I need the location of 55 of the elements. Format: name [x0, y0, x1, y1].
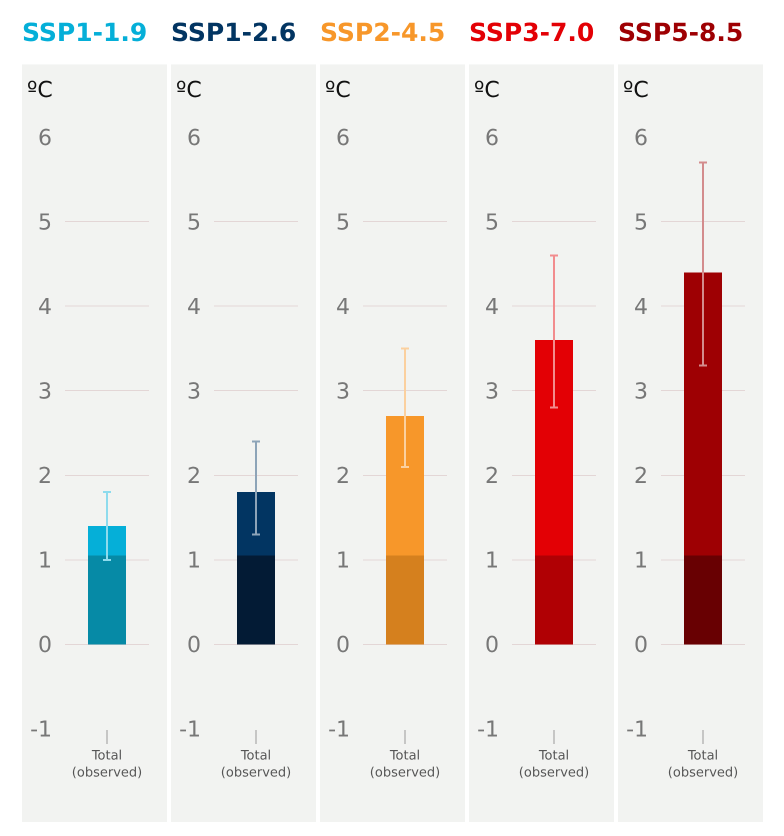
y-tick-label: 2	[485, 464, 499, 489]
y-tick-label: 2	[634, 464, 648, 489]
chart-title: SSP5-8.5	[618, 18, 744, 47]
x-tick-label: Total (observed)	[220, 748, 292, 780]
y-tick-label: -1	[328, 718, 350, 743]
y-axis-title: ºC	[27, 78, 53, 103]
y-tick-label: 4	[634, 294, 648, 320]
y-tick-label: 4	[485, 294, 499, 320]
y-tick-label: -1	[179, 718, 201, 743]
y-tick-label: 6	[634, 126, 648, 151]
y-axis-title: ºC	[474, 78, 500, 103]
y-tick-label: 1	[336, 548, 350, 574]
y-tick-label: -1	[626, 718, 648, 743]
y-tick-label: 4	[38, 294, 52, 320]
y-tick-label: 3	[187, 379, 201, 404]
y-tick-label: 6	[187, 126, 201, 151]
chart-title: SSP1-1.9	[22, 18, 148, 47]
y-tick-label: 0	[38, 633, 52, 658]
y-tick-label: 5	[187, 210, 201, 236]
y-tick-label: 1	[485, 548, 499, 574]
y-axis-title: ºC	[623, 78, 649, 103]
y-tick-label: 3	[485, 379, 499, 404]
y-tick-label: 6	[485, 126, 499, 151]
y-tick-label: 2	[187, 464, 201, 489]
x-tick-label: Total (observed)	[72, 748, 142, 780]
y-tick-label: -1	[477, 718, 499, 743]
y-tick-label: 0	[187, 633, 201, 658]
y-tick-label: 2	[336, 464, 350, 489]
y-tick-label: 4	[336, 294, 350, 320]
y-tick-label: 0	[336, 633, 350, 658]
y-tick-label: 5	[38, 210, 52, 236]
y-tick-label: 1	[38, 548, 52, 574]
y-tick-label: 6	[38, 126, 52, 151]
y-tick-label: 6	[336, 126, 350, 151]
y-tick-label: 1	[634, 548, 648, 574]
y-tick-label: 2	[38, 464, 52, 489]
y-tick-label: -1	[30, 718, 52, 743]
y-tick-label: 5	[634, 210, 648, 236]
y-tick-label: 3	[634, 379, 648, 404]
y-axis-title: ºC	[176, 78, 202, 103]
chart-title: SSP2-4.5	[320, 18, 446, 47]
x-tick-label: Total (observed)	[518, 748, 590, 780]
y-tick-label: 3	[336, 379, 350, 404]
y-axis-title: ºC	[325, 78, 351, 103]
y-tick-label: 3	[38, 379, 52, 404]
chart-title: SSP1-2.6	[171, 18, 296, 47]
x-tick-label: Total (observed)	[370, 748, 440, 780]
y-tick-label: 5	[336, 210, 350, 236]
y-tick-label: 1	[187, 548, 201, 574]
y-tick-label: 5	[485, 210, 499, 236]
x-tick-label: Total (observed)	[668, 748, 738, 780]
y-tick-label: 0	[634, 633, 648, 658]
y-tick-label: 4	[187, 294, 201, 320]
chart-title: SSP3-7.0	[469, 18, 594, 47]
y-tick-label: 0	[485, 633, 499, 658]
